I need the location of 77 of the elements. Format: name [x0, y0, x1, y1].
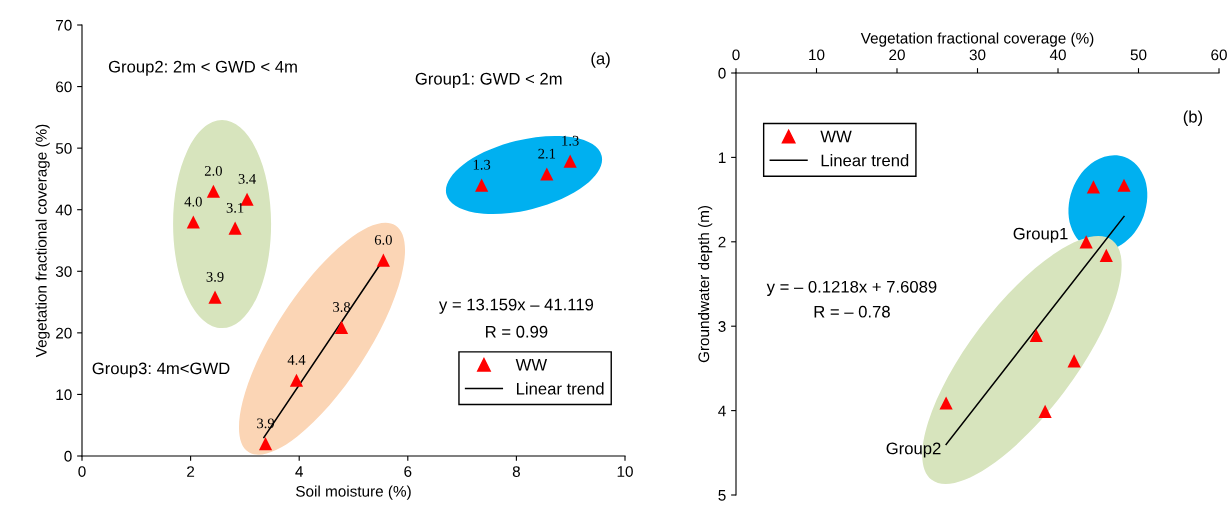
- annotation: 3.1: [226, 202, 244, 213]
- x-tick-label: 10: [809, 49, 825, 61]
- annotation: 6.0: [374, 234, 392, 245]
- annotation: 3.9: [257, 418, 275, 429]
- y-axis-title: Groundwater depth (m): [697, 205, 713, 363]
- x-tick-label: 8: [512, 466, 520, 477]
- annotation: 3.9: [206, 271, 224, 282]
- point: [258, 437, 273, 451]
- annotation: Group1: [1013, 227, 1068, 243]
- annotation: 2.1: [538, 148, 556, 159]
- y-tick-label: 0: [718, 67, 726, 79]
- annotation: (a): [591, 52, 610, 68]
- y-tick-label: 2: [718, 236, 726, 248]
- x-tick-label: 20: [889, 49, 905, 61]
- point: [1086, 180, 1101, 194]
- x-tick-label: 30: [969, 49, 986, 61]
- legend-label: Linear trend: [517, 382, 604, 395]
- annotation: R = 0.99: [486, 325, 548, 338]
- annotation: 3.8: [333, 302, 351, 312]
- point: [1038, 404, 1052, 419]
- annotation: R = – 0.78: [814, 305, 890, 318]
- point: [206, 184, 220, 198]
- x-tick-label: 60: [1211, 49, 1227, 61]
- x-tick-label: 10: [617, 466, 633, 477]
- x-axis-title: Soil moisture (%): [296, 485, 411, 500]
- legend-label: WW: [820, 130, 852, 143]
- y-tick-label: 5: [718, 490, 726, 501]
- annotation: 1.3: [562, 135, 579, 146]
- point: [1029, 328, 1043, 343]
- y-tick-label: 50: [55, 143, 72, 154]
- y-tick-label: 60: [56, 81, 72, 93]
- x-tick-label: 2: [187, 466, 195, 477]
- x-tick-label: 50: [1130, 49, 1147, 61]
- x-axis-title: Vegetation fractional coverage (%): [860, 32, 1094, 47]
- y-tick-label: 4: [718, 405, 726, 417]
- x-tick-label: 6: [404, 466, 412, 477]
- point: [939, 396, 953, 410]
- legend-label: WW: [515, 359, 548, 371]
- annotation: Group2: 2m < GWD < 4m: [108, 60, 297, 76]
- annotation: 4.4: [287, 355, 306, 365]
- y-tick-label: 30: [55, 266, 72, 277]
- annotation: Group1: GWD < 2m: [415, 72, 562, 88]
- point: [376, 253, 390, 267]
- y-tick-label: 0: [64, 450, 72, 462]
- annotation: (b): [1183, 110, 1203, 126]
- annotation: y = 13.159x – 41.119: [438, 298, 594, 314]
- point: [208, 290, 222, 304]
- y-tick-label: 10: [56, 389, 72, 401]
- legend-label: Linear trend: [821, 154, 909, 167]
- x-tick-label: 40: [1049, 49, 1066, 61]
- x-tick-label: 4: [295, 466, 303, 477]
- x-tick-label: 0: [78, 466, 86, 477]
- point: [1117, 178, 1131, 192]
- annotation: 4.0: [184, 196, 202, 207]
- point: [289, 373, 304, 387]
- point: [563, 154, 577, 168]
- y-axis-title: Vegetation fractional coverage (%): [35, 124, 50, 358]
- point: [540, 167, 554, 181]
- y-tick-label: 1: [718, 152, 726, 163]
- y-tick-label: 20: [56, 327, 72, 339]
- annotation: 1.3: [473, 159, 491, 170]
- point: [186, 215, 200, 229]
- y-tick-label: 70: [56, 19, 72, 31]
- annotation: 3.4: [238, 173, 256, 184]
- annotation: Group2: [886, 442, 941, 458]
- point: [334, 320, 349, 334]
- point: [475, 178, 489, 192]
- annotation: Group3: 4m<GWD: [92, 362, 230, 378]
- annotation: 2.0: [204, 165, 222, 176]
- point: [1099, 248, 1113, 262]
- point: [228, 221, 242, 235]
- x-tick-label: 0: [732, 49, 740, 61]
- annotation: y = – 0.1218x + 7.6089: [766, 280, 937, 296]
- y-tick-label: 3: [718, 321, 726, 332]
- y-tick-label: 40: [55, 204, 72, 216]
- point: [1067, 354, 1081, 368]
- point: [1079, 235, 1093, 249]
